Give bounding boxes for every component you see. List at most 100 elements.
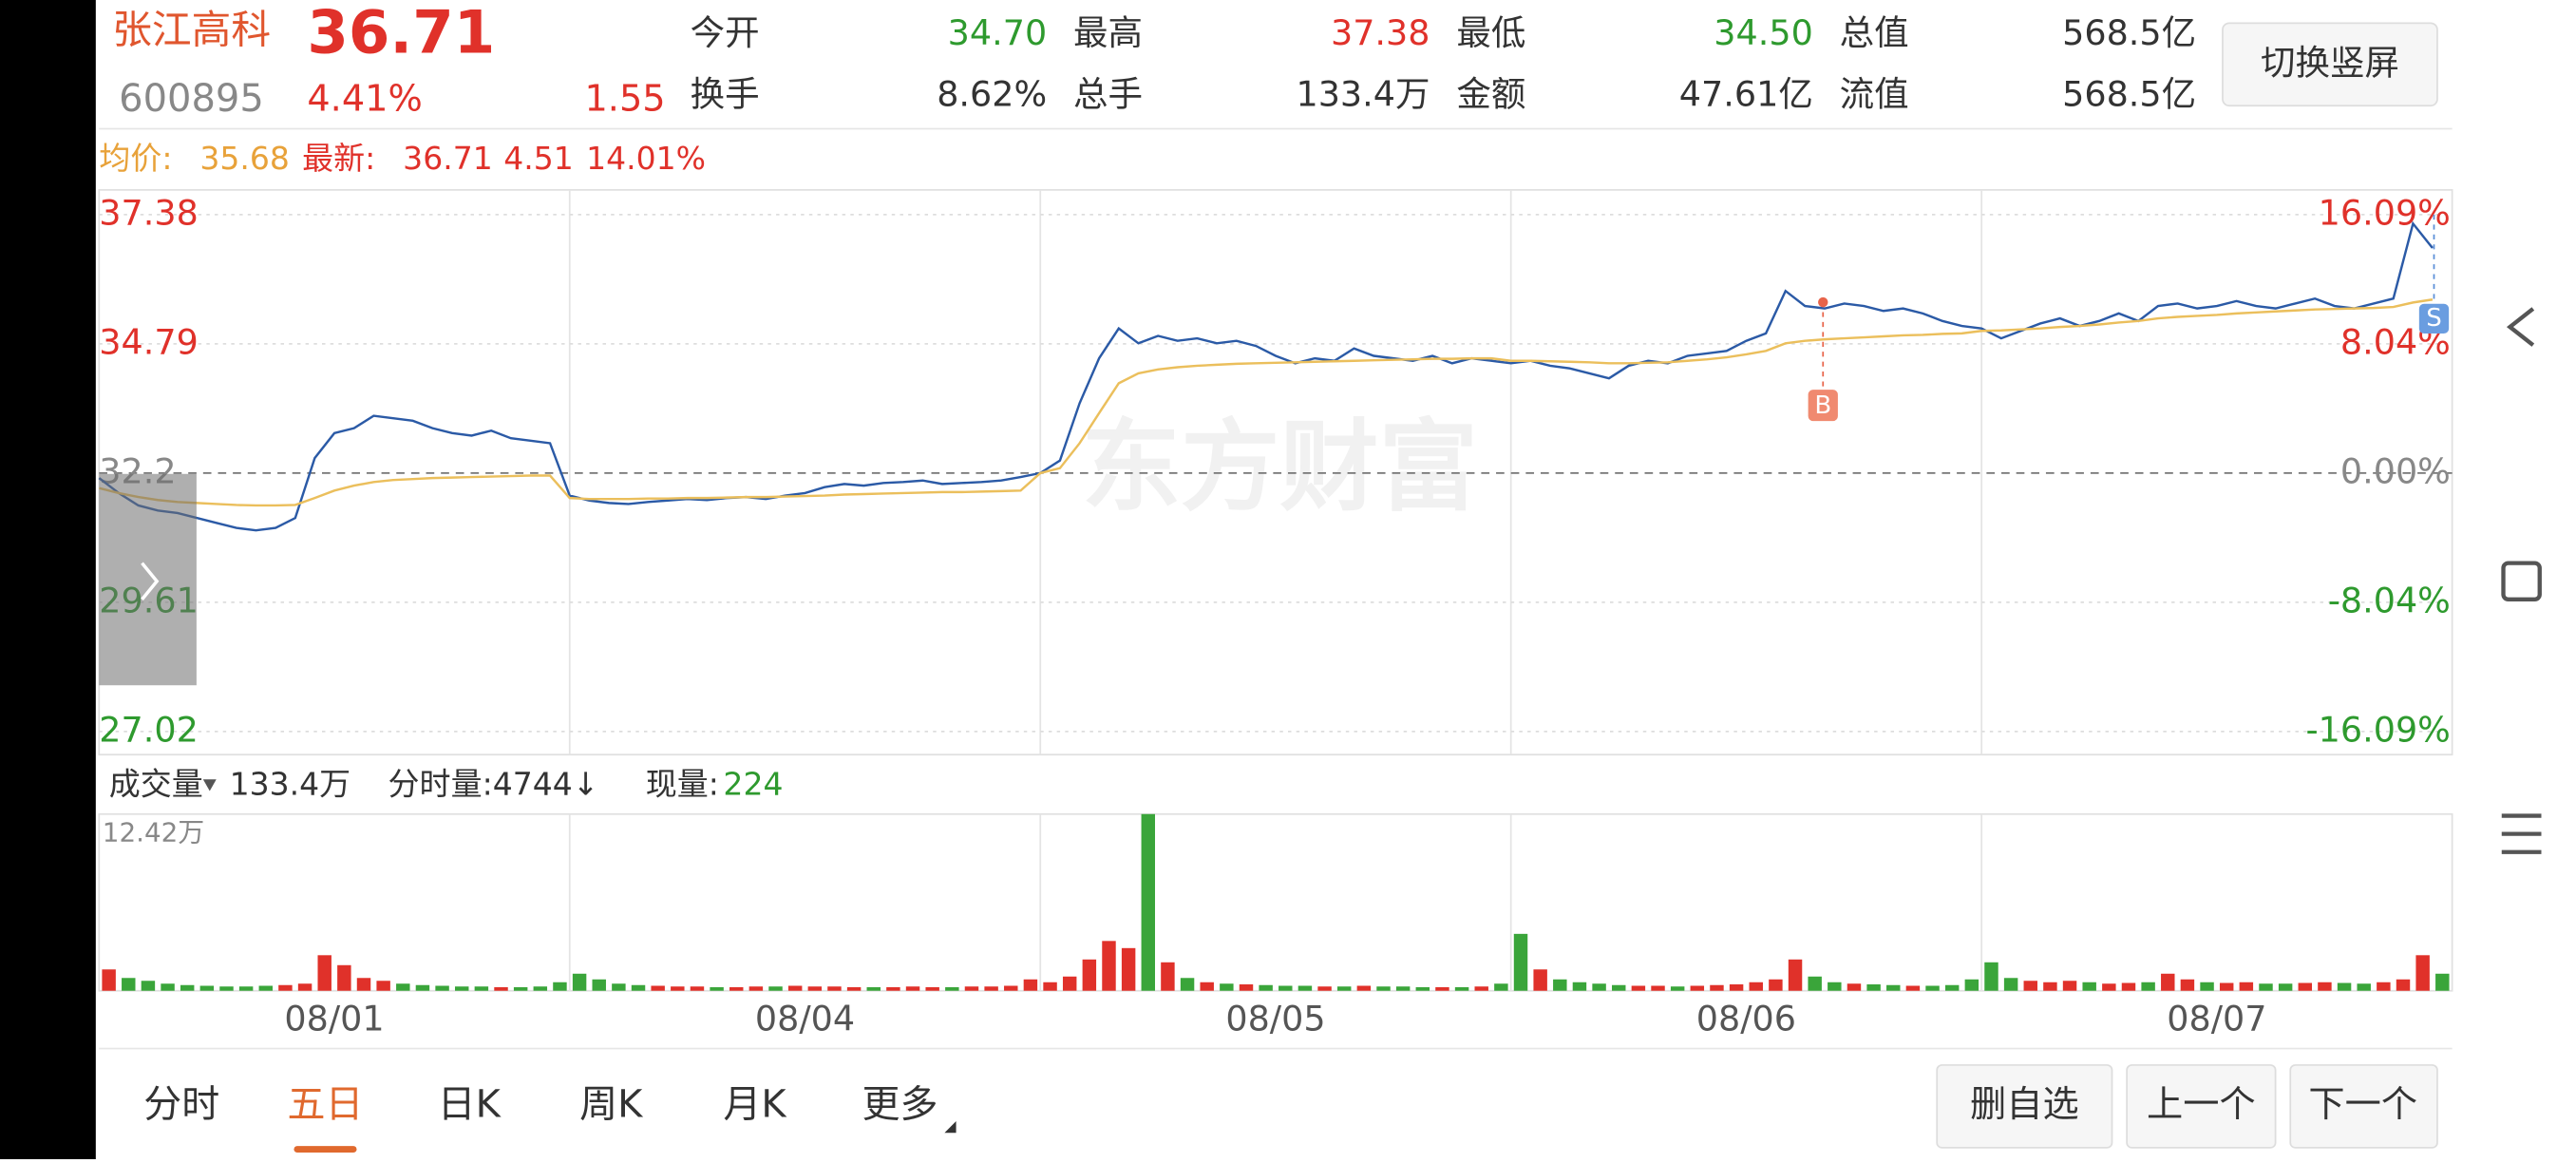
stat-value: 47.61亿 xyxy=(1679,73,1813,114)
expand-icon[interactable] xyxy=(141,562,160,601)
tab-active[interactable]: 五日 xyxy=(288,1082,364,1126)
volume-bar xyxy=(866,986,881,991)
volume-bar xyxy=(1710,984,1724,991)
volume-bar xyxy=(141,981,156,991)
latest-change: 4.51 xyxy=(503,140,574,177)
button-label[interactable]: 删自选 xyxy=(1970,1084,2079,1126)
sell-marker[interactable]: S xyxy=(2426,304,2442,333)
volume-bar xyxy=(748,986,764,991)
volume-bar xyxy=(631,984,646,991)
rotate-button[interactable] xyxy=(2222,22,2438,107)
volume-bar xyxy=(2141,982,2155,991)
volume-bar xyxy=(1944,984,1960,991)
nav-home[interactable] xyxy=(2501,561,2542,602)
x-tick-label: 08/07 xyxy=(2167,999,2266,1039)
volume-bar xyxy=(905,986,920,991)
volume-bar xyxy=(1082,959,1097,991)
volume-bar xyxy=(2396,979,2411,991)
buy-badge[interactable] xyxy=(1808,390,1838,422)
volume-bar xyxy=(1043,982,1057,991)
volume-bar xyxy=(2003,978,2018,991)
volume-label: 成交量 xyxy=(109,766,203,803)
volume-bar xyxy=(2043,982,2057,991)
volume-bar xyxy=(1612,984,1626,991)
tab[interactable]: 周K xyxy=(579,1082,644,1126)
volume-bar xyxy=(2337,982,2352,991)
volume-bar xyxy=(396,983,410,991)
button[interactable] xyxy=(2289,1064,2438,1149)
volume-bar xyxy=(2259,983,2273,991)
button[interactable] xyxy=(2126,1064,2277,1149)
volume-bar xyxy=(1435,986,1449,991)
volume-bar xyxy=(180,984,195,991)
volume-bar xyxy=(1161,962,1175,991)
volume-bar xyxy=(1513,933,1528,991)
dropdown-icon[interactable] xyxy=(202,779,217,791)
tab[interactable]: 分时 xyxy=(143,1082,219,1126)
volume-bar xyxy=(102,969,116,991)
volume-bar xyxy=(1886,984,1901,991)
volume-bar xyxy=(1553,979,1567,991)
volume-bar xyxy=(1729,983,1744,991)
volume-bar xyxy=(1395,986,1411,991)
expand-handle[interactable] xyxy=(99,473,197,686)
latest-value: 36.71 xyxy=(403,140,493,177)
volume-bar xyxy=(1631,985,1646,991)
volume-bar xyxy=(1023,979,1038,991)
tab[interactable]: 月K xyxy=(723,1082,787,1126)
stat-label: 最低 xyxy=(1456,12,1525,53)
stat-value: 34.70 xyxy=(948,12,1048,53)
button-label[interactable]: 上一个 xyxy=(2147,1084,2256,1126)
change: 1.55 xyxy=(584,79,665,121)
y-tick-label: 12.42万 xyxy=(103,817,204,848)
volume-bar xyxy=(161,983,175,991)
volume-bar xyxy=(199,985,215,991)
sell-badge[interactable] xyxy=(2418,303,2450,334)
volume-bar xyxy=(337,964,351,991)
volume-bar xyxy=(2082,982,2096,991)
button[interactable] xyxy=(1936,1064,2113,1149)
nav-menu[interactable] xyxy=(2501,813,2542,854)
volume-bar xyxy=(317,955,331,991)
volume-bar xyxy=(1808,976,1822,991)
volume-bar xyxy=(435,985,449,991)
volume-bar xyxy=(846,986,862,991)
stat-label: 今开 xyxy=(691,12,760,53)
volume-bar xyxy=(494,986,508,991)
volume-bar xyxy=(1572,982,1587,991)
volume-bar xyxy=(768,986,783,991)
y2-tick-label: -16.09% xyxy=(2305,709,2450,750)
tab[interactable]: 更多 xyxy=(862,1082,938,1126)
stat-label: 最高 xyxy=(1073,12,1143,53)
volume-bar xyxy=(729,986,744,991)
side-bar xyxy=(0,0,96,1159)
volume-bar xyxy=(1004,985,1018,991)
volume-bar xyxy=(1376,986,1391,991)
buy-marker[interactable]: B xyxy=(1814,391,1831,420)
volume-bar xyxy=(415,984,430,991)
volume-bar xyxy=(2377,982,2391,991)
stat-value: 34.50 xyxy=(1714,12,1813,53)
button-label[interactable]: 下一个 xyxy=(2308,1084,2417,1126)
volume-bar xyxy=(1415,986,1430,991)
avg-value: 35.68 xyxy=(199,140,290,177)
stat-label: 总值 xyxy=(1840,12,1909,53)
stat-value: 133.4万 xyxy=(1296,73,1430,114)
volume-bar xyxy=(787,985,803,991)
volume-bar xyxy=(1141,813,1155,991)
volume-bar xyxy=(710,986,724,991)
rotate-button-label[interactable]: 切换竖屏 xyxy=(2261,42,2399,83)
nav-back[interactable] xyxy=(2506,307,2535,347)
volume-bar xyxy=(1121,947,1136,991)
y2-tick-label: 0.00% xyxy=(2340,450,2451,491)
volume-bar xyxy=(278,984,293,991)
y-tick-label: 27.02 xyxy=(99,709,199,750)
tab[interactable]: 日K xyxy=(438,1082,502,1126)
volume-bar xyxy=(2180,979,2195,991)
volume-bar xyxy=(827,986,842,991)
volume-bar xyxy=(2102,983,2116,991)
volume-bar xyxy=(572,973,587,991)
volume-bar xyxy=(690,986,705,991)
volume-bar xyxy=(1533,969,1547,991)
